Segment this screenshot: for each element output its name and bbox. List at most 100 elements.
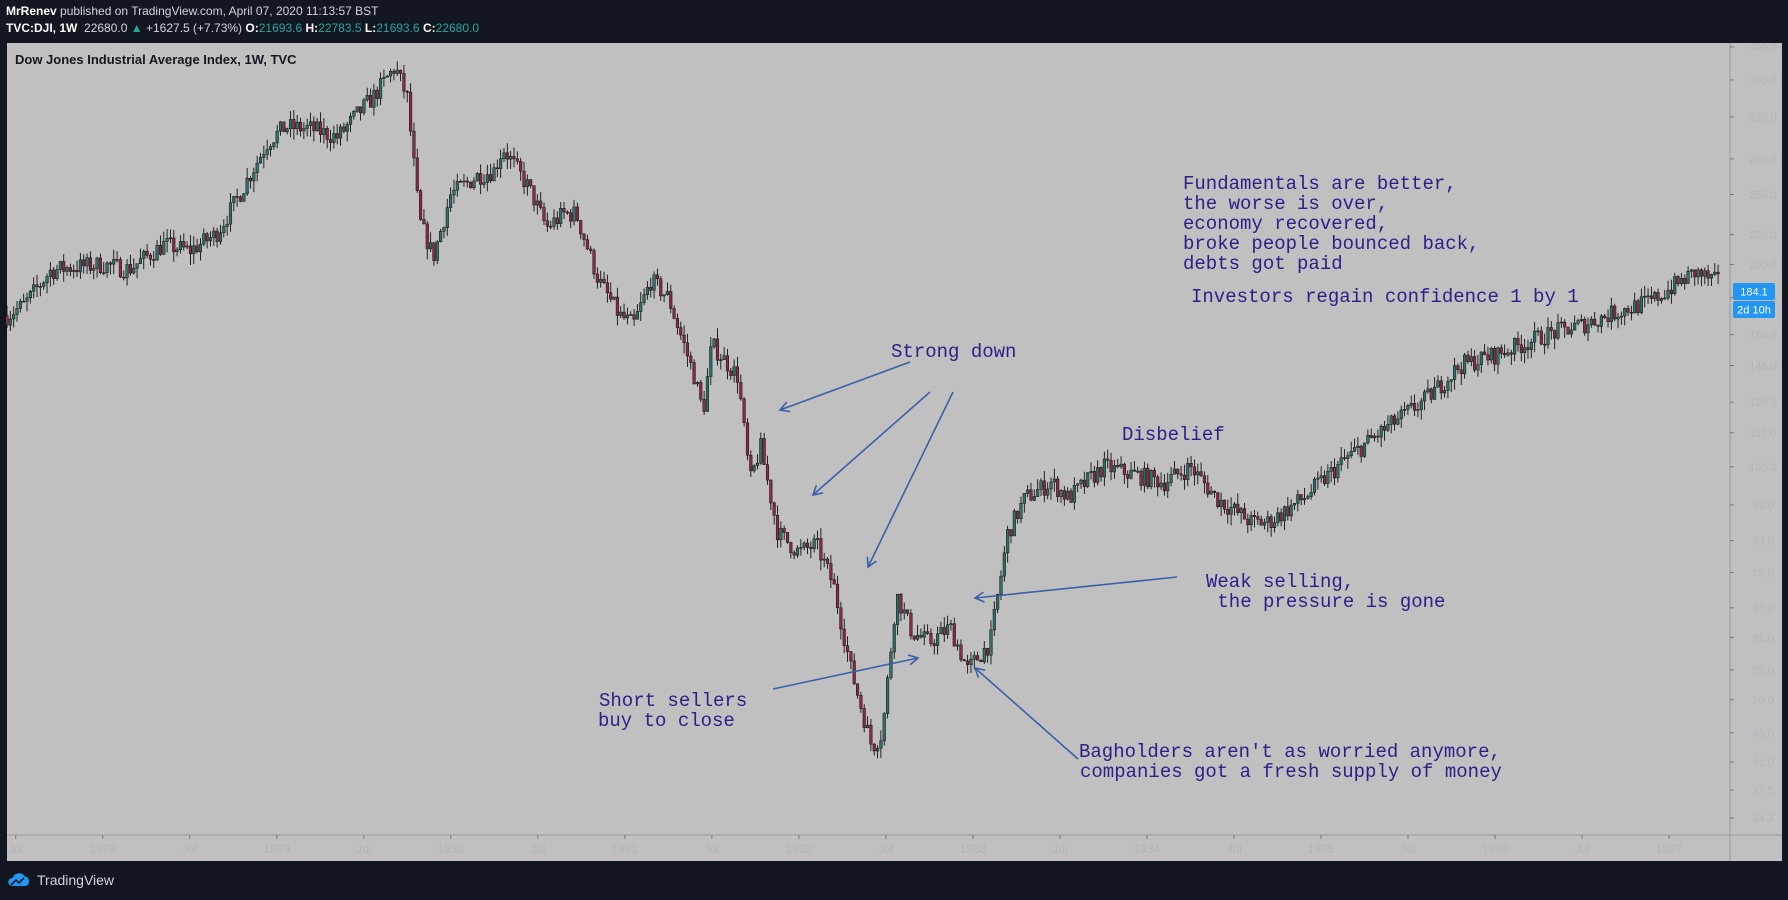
candle-body [1299,494,1303,501]
candle-body [1099,467,1103,478]
candle-body [1576,320,1580,324]
candle-body [612,296,616,300]
candle-body [1716,271,1720,275]
candle-body [672,308,676,319]
candle-body [669,291,673,309]
candle-body [32,284,36,292]
candle-body [785,532,790,543]
candle-body [1589,318,1593,326]
x-tick-label: 1931 [611,842,638,856]
candle-body [909,613,913,637]
candle-body [1032,496,1036,501]
price-badges: 184.1 2d 10h [1733,283,1775,318]
candle-body [1059,490,1063,497]
candle-body [298,121,303,132]
candle-body [866,724,870,728]
candle-body [1696,269,1700,278]
candle-body [1526,347,1530,350]
candle-body [996,594,1000,610]
candle-body [1329,467,1333,472]
candle-body [192,245,196,255]
candle-body [349,115,353,125]
candle-body [1486,354,1490,361]
candle-body [1446,381,1450,391]
price-axis[interactable] [1730,43,1782,835]
candle-body [1499,347,1503,354]
candle-body [1276,512,1280,524]
x-tick-label: 1928 [89,842,116,856]
candle-body [1152,470,1156,478]
candle-body [1149,470,1153,488]
author-name[interactable]: MrRenev [6,4,57,18]
candle-body [132,267,136,274]
candle-body [645,286,649,295]
candle-body [1052,478,1056,483]
candle-body [1653,292,1657,299]
candle-body [1159,482,1163,488]
candle-body [912,635,916,640]
y-tick-label: 50.0 [1752,695,1773,707]
candle-body [1466,354,1470,362]
candle-body [712,338,716,348]
annotation-fundamentals-line-1: Fundamentals are better, [1183,173,1457,195]
candle-body [705,376,710,412]
candle-body [1479,351,1483,365]
candle-body [305,125,309,129]
candle-body [1006,529,1010,554]
candle-body [175,249,179,253]
candle-body [1519,344,1523,353]
candle-body [505,152,509,160]
candle-body [322,128,326,136]
candle-body [182,241,186,248]
tradingview-footer[interactable]: TradingView [6,872,114,888]
candle-body [1069,490,1073,503]
candle-body [762,438,766,465]
candle-body [1326,471,1330,484]
candle-body [1039,480,1043,490]
time-axis[interactable] [7,835,1782,861]
candle-body [92,268,96,271]
candle-body [1219,499,1223,507]
candle-body [715,338,720,361]
y-tick-label: 145.0 [1749,360,1777,372]
candle-body [68,267,72,272]
candle-body [509,156,513,160]
candle-body [1403,409,1407,411]
candle-body [1356,445,1360,448]
candle-body [692,362,696,385]
candle-body [889,651,893,679]
candle-body [946,624,950,635]
candle-body [1493,348,1497,365]
candle-body [72,270,76,272]
candle-body [248,177,253,182]
x-tick-label: Jul [878,842,893,856]
candle-body [695,382,699,385]
candle-body [1282,506,1287,522]
candle-body [1523,347,1527,353]
countdown-badge: 2d 10h [1737,305,1771,317]
plot-area[interactable] [7,43,1730,835]
candle-body [28,290,32,299]
candle-body [1216,492,1220,507]
symbol-info: TVC:DJI, 1W 22680.0 ▲ +1627.5 (+7.73%) O… [6,21,479,35]
candle-body [879,740,883,749]
candle-body [1529,341,1533,350]
candle-body [849,651,853,662]
candle-body [285,128,289,133]
candle-body [839,607,843,630]
candle-body [1302,498,1307,501]
candle-body [662,294,666,297]
candle-body [1679,277,1683,284]
y-tick-label: 320.0 [1749,112,1777,124]
candle-body [572,206,576,222]
candle-body [989,629,993,656]
candle-body [1122,463,1126,475]
candle-body [1649,295,1653,299]
x-tick-label: Jul [704,842,719,856]
candle-body [562,208,566,213]
candle-body [242,193,246,202]
candle-body [592,250,596,275]
candle-body [1259,518,1263,526]
candle-body [549,225,553,228]
